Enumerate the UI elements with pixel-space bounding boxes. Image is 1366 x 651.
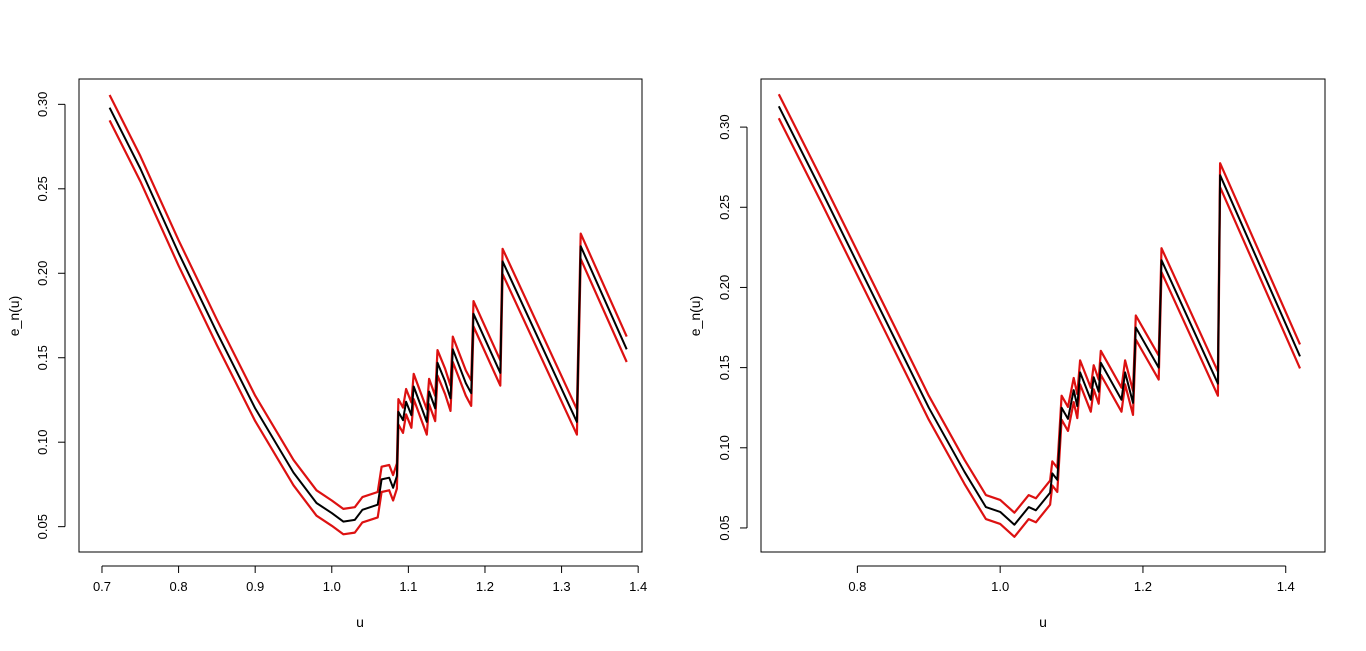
mean-excess-line [108, 107, 628, 523]
x-tick-label: 1.2 [1134, 579, 1152, 594]
right-y-axis: 0.05 0.10 0.15 0.20 0.25 0.30 [717, 114, 748, 541]
y-tick-label: 0.25 [35, 176, 50, 201]
left-x-axis: 0.7 0.8 0.9 1.0 1.1 1.2 1.3 1.4 [93, 565, 647, 594]
right-x-axis-title: u [1039, 614, 1047, 630]
mean-excess-line [777, 105, 1301, 526]
left-x-axis-title: u [356, 614, 364, 630]
right-plot-content [777, 93, 1302, 538]
right-y-axis-title: e_n(u) [687, 296, 703, 336]
upper-confidence-band-line [777, 93, 1302, 514]
left-plot-content [108, 94, 628, 536]
right-x-axis: 0.8 1.0 1.2 1.4 [848, 565, 1295, 594]
right-panel: 0.8 1.0 1.2 1.4 0.050.100.150.200.250.30 u … [687, 78, 1326, 630]
x-tick-label: 0.9 [246, 579, 264, 594]
x-tick-label: 1.1 [399, 579, 417, 594]
lower-confidence-band-line [108, 119, 628, 536]
y-tick-label: 0.20 [717, 275, 732, 300]
x-tick-label: 0.8 [170, 579, 188, 594]
left-y-axis: 0.05 0.10 0.15 0.20 0.25 0.30 [35, 92, 66, 539]
x-tick-label: 1.3 [553, 579, 571, 594]
upper-confidence-band-line [108, 94, 628, 510]
y-tick-label: 0.05 [717, 515, 732, 540]
left-panel: 0.7 0.8 0.9 1.0 1.1 1.2 1.3 1.4 0.05 0.10 0.15 0.2… [6, 78, 647, 630]
y-tick-label: 0.10 [717, 435, 732, 460]
y-tick-label: 0.15 [35, 345, 50, 370]
y-tick-label: 0.30 [35, 92, 50, 117]
x-tick-label: 1.0 [991, 579, 1009, 594]
x-tick-label: 1.0 [323, 579, 341, 594]
y-tick-label: 0.05 [35, 514, 50, 539]
left-y-axis-title: e_n(u) [6, 296, 22, 336]
y-tick-label: 0.25 [717, 195, 732, 220]
y-tick-label: 0.15 [717, 355, 732, 380]
x-tick-label: 0.8 [848, 579, 866, 594]
y-tick-label: 0.30 [717, 114, 732, 139]
x-tick-label: 0.7 [93, 579, 111, 594]
right-plot-frame [760, 78, 1326, 553]
x-tick-label: 1.2 [476, 579, 494, 594]
left-plot-frame [78, 78, 643, 553]
x-tick-label: 1.4 [1277, 579, 1295, 594]
y-tick-label: 0.10 [35, 430, 50, 455]
y-tick-label: 0.20 [35, 261, 50, 286]
x-tick-label: 1.4 [629, 579, 647, 594]
